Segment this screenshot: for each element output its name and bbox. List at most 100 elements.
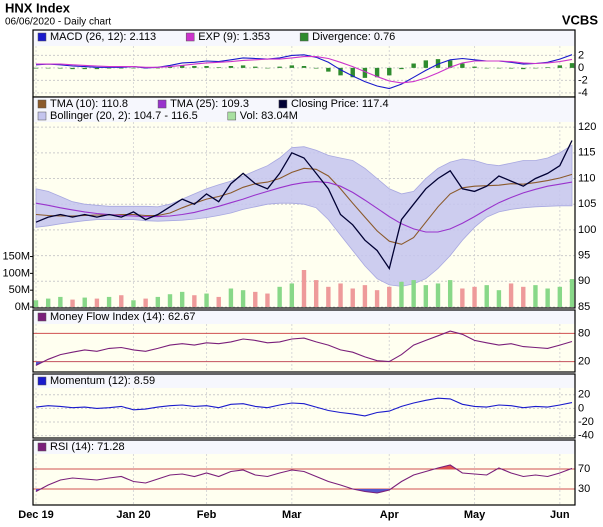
indicator-line <box>36 56 573 84</box>
volume-bar <box>435 283 441 307</box>
y2-tick-label: 100M <box>2 267 30 279</box>
x-tick-label: Apr <box>380 509 400 521</box>
y-tick-label: -20 <box>578 416 594 428</box>
indicator-line <box>35 397 573 417</box>
divergence-bar <box>82 67 87 70</box>
divergence-bar <box>557 65 563 68</box>
legend-label: Bollinger (20, 2): 104.7 - 116.5 <box>50 110 198 122</box>
legend-swatch <box>299 32 309 42</box>
divergence-bar <box>496 67 502 69</box>
y-tick-label: 80 <box>578 327 590 339</box>
volume-bar <box>265 293 270 307</box>
divergence-bar <box>301 66 307 68</box>
bollinger-band <box>35 144 573 287</box>
volume-bar <box>155 296 161 307</box>
y-tick-label: -2 <box>578 74 588 86</box>
divergence-bar <box>240 65 246 68</box>
x-tick-label: May <box>464 509 486 521</box>
volume-bar <box>374 290 380 307</box>
y-tick-label: -40 <box>578 430 594 442</box>
divergence-bar <box>131 67 136 69</box>
volume-bar <box>411 280 416 307</box>
legend-swatch <box>185 32 195 42</box>
volume-bar <box>545 288 550 307</box>
y-tick-label: 30 <box>578 483 590 495</box>
volume-bar <box>240 290 246 307</box>
divergence-bar <box>569 63 575 68</box>
panel-border <box>32 96 576 309</box>
legend-strip <box>33 97 575 122</box>
y-tick-label: -4 <box>578 87 588 99</box>
divergence-bar <box>265 67 270 69</box>
divergence-bar <box>106 67 112 69</box>
legend-swatch <box>37 111 47 121</box>
volume-bar <box>70 299 75 307</box>
legend-label: Vol: 83.04M <box>240 110 298 122</box>
volume-bar <box>387 286 392 307</box>
divergence-bar <box>119 67 124 69</box>
volume-bar <box>447 280 453 307</box>
legend-label: Money Flow Index (14): 62.67 <box>50 311 196 323</box>
volume-bar <box>192 295 197 307</box>
y-tick-label: 95 <box>578 250 590 262</box>
chart-subtitle: 06/06/2020 - Daily chart <box>5 17 111 28</box>
chart-title: HNX Index <box>5 0 71 15</box>
volume-bar <box>228 288 234 307</box>
divergence-bar <box>155 67 161 69</box>
volume-bar <box>460 288 465 307</box>
legend-label: Divergence: 0.76 <box>312 31 395 43</box>
volume-bar <box>143 298 148 307</box>
volume-bar <box>326 286 331 307</box>
volume-bar <box>484 285 489 307</box>
divergence-bar <box>387 67 392 76</box>
legend-label: TMA (25): 109.3 <box>170 98 249 110</box>
indicator-line <box>35 464 573 494</box>
divergence-bar <box>179 65 185 68</box>
divergence-bar <box>326 67 331 72</box>
volume-bar <box>301 270 307 307</box>
volume-bar <box>496 290 502 307</box>
divergence-bar <box>289 65 295 68</box>
divergence-bar <box>45 67 51 69</box>
legend-swatch <box>37 32 47 42</box>
indicator-line <box>35 330 573 366</box>
divergence-bar <box>253 66 258 68</box>
volume-bar <box>94 298 100 307</box>
y-tick-label: 70 <box>578 463 590 475</box>
legend-swatch <box>278 99 288 109</box>
volume-bar <box>569 279 575 307</box>
divergence-bar <box>350 67 355 78</box>
closing-price-line <box>35 140 573 271</box>
legend-label: MACD (26, 12): 2.113 <box>50 31 156 43</box>
legend-strip <box>33 374 575 388</box>
volume-bar <box>119 295 124 307</box>
panel-border <box>32 309 576 373</box>
divergence-bar <box>33 67 39 69</box>
volume-bar <box>399 281 404 307</box>
divergence-bar <box>338 67 343 76</box>
volume-bar <box>472 286 477 307</box>
y-tick-label: 85 <box>578 301 590 313</box>
volume-bar <box>45 298 51 307</box>
legend-label: TMA (10): 110.8 <box>50 98 128 110</box>
volume-bar <box>82 297 87 307</box>
divergence-bar <box>460 63 465 68</box>
divergence-bar <box>435 59 441 68</box>
divergence-bar <box>204 66 209 68</box>
volume-bar <box>106 296 112 307</box>
divergence-bar <box>399 67 404 70</box>
legend-label: Closing Price: 117.4 <box>291 98 389 110</box>
volume-bar <box>521 286 526 307</box>
y-tick-label: 20 <box>578 389 590 401</box>
volume-bar <box>508 283 514 307</box>
y2-tick-label: 150M <box>2 250 30 262</box>
x-tick-label: Jun <box>550 509 570 521</box>
volume-bar <box>216 296 221 307</box>
divergence-bar <box>472 66 477 68</box>
volume-bar <box>58 296 63 307</box>
divergence-bar <box>167 66 173 68</box>
divergence-bar <box>447 60 453 68</box>
y-tick-label: 2 <box>578 49 584 61</box>
divergence-bar <box>228 66 234 68</box>
